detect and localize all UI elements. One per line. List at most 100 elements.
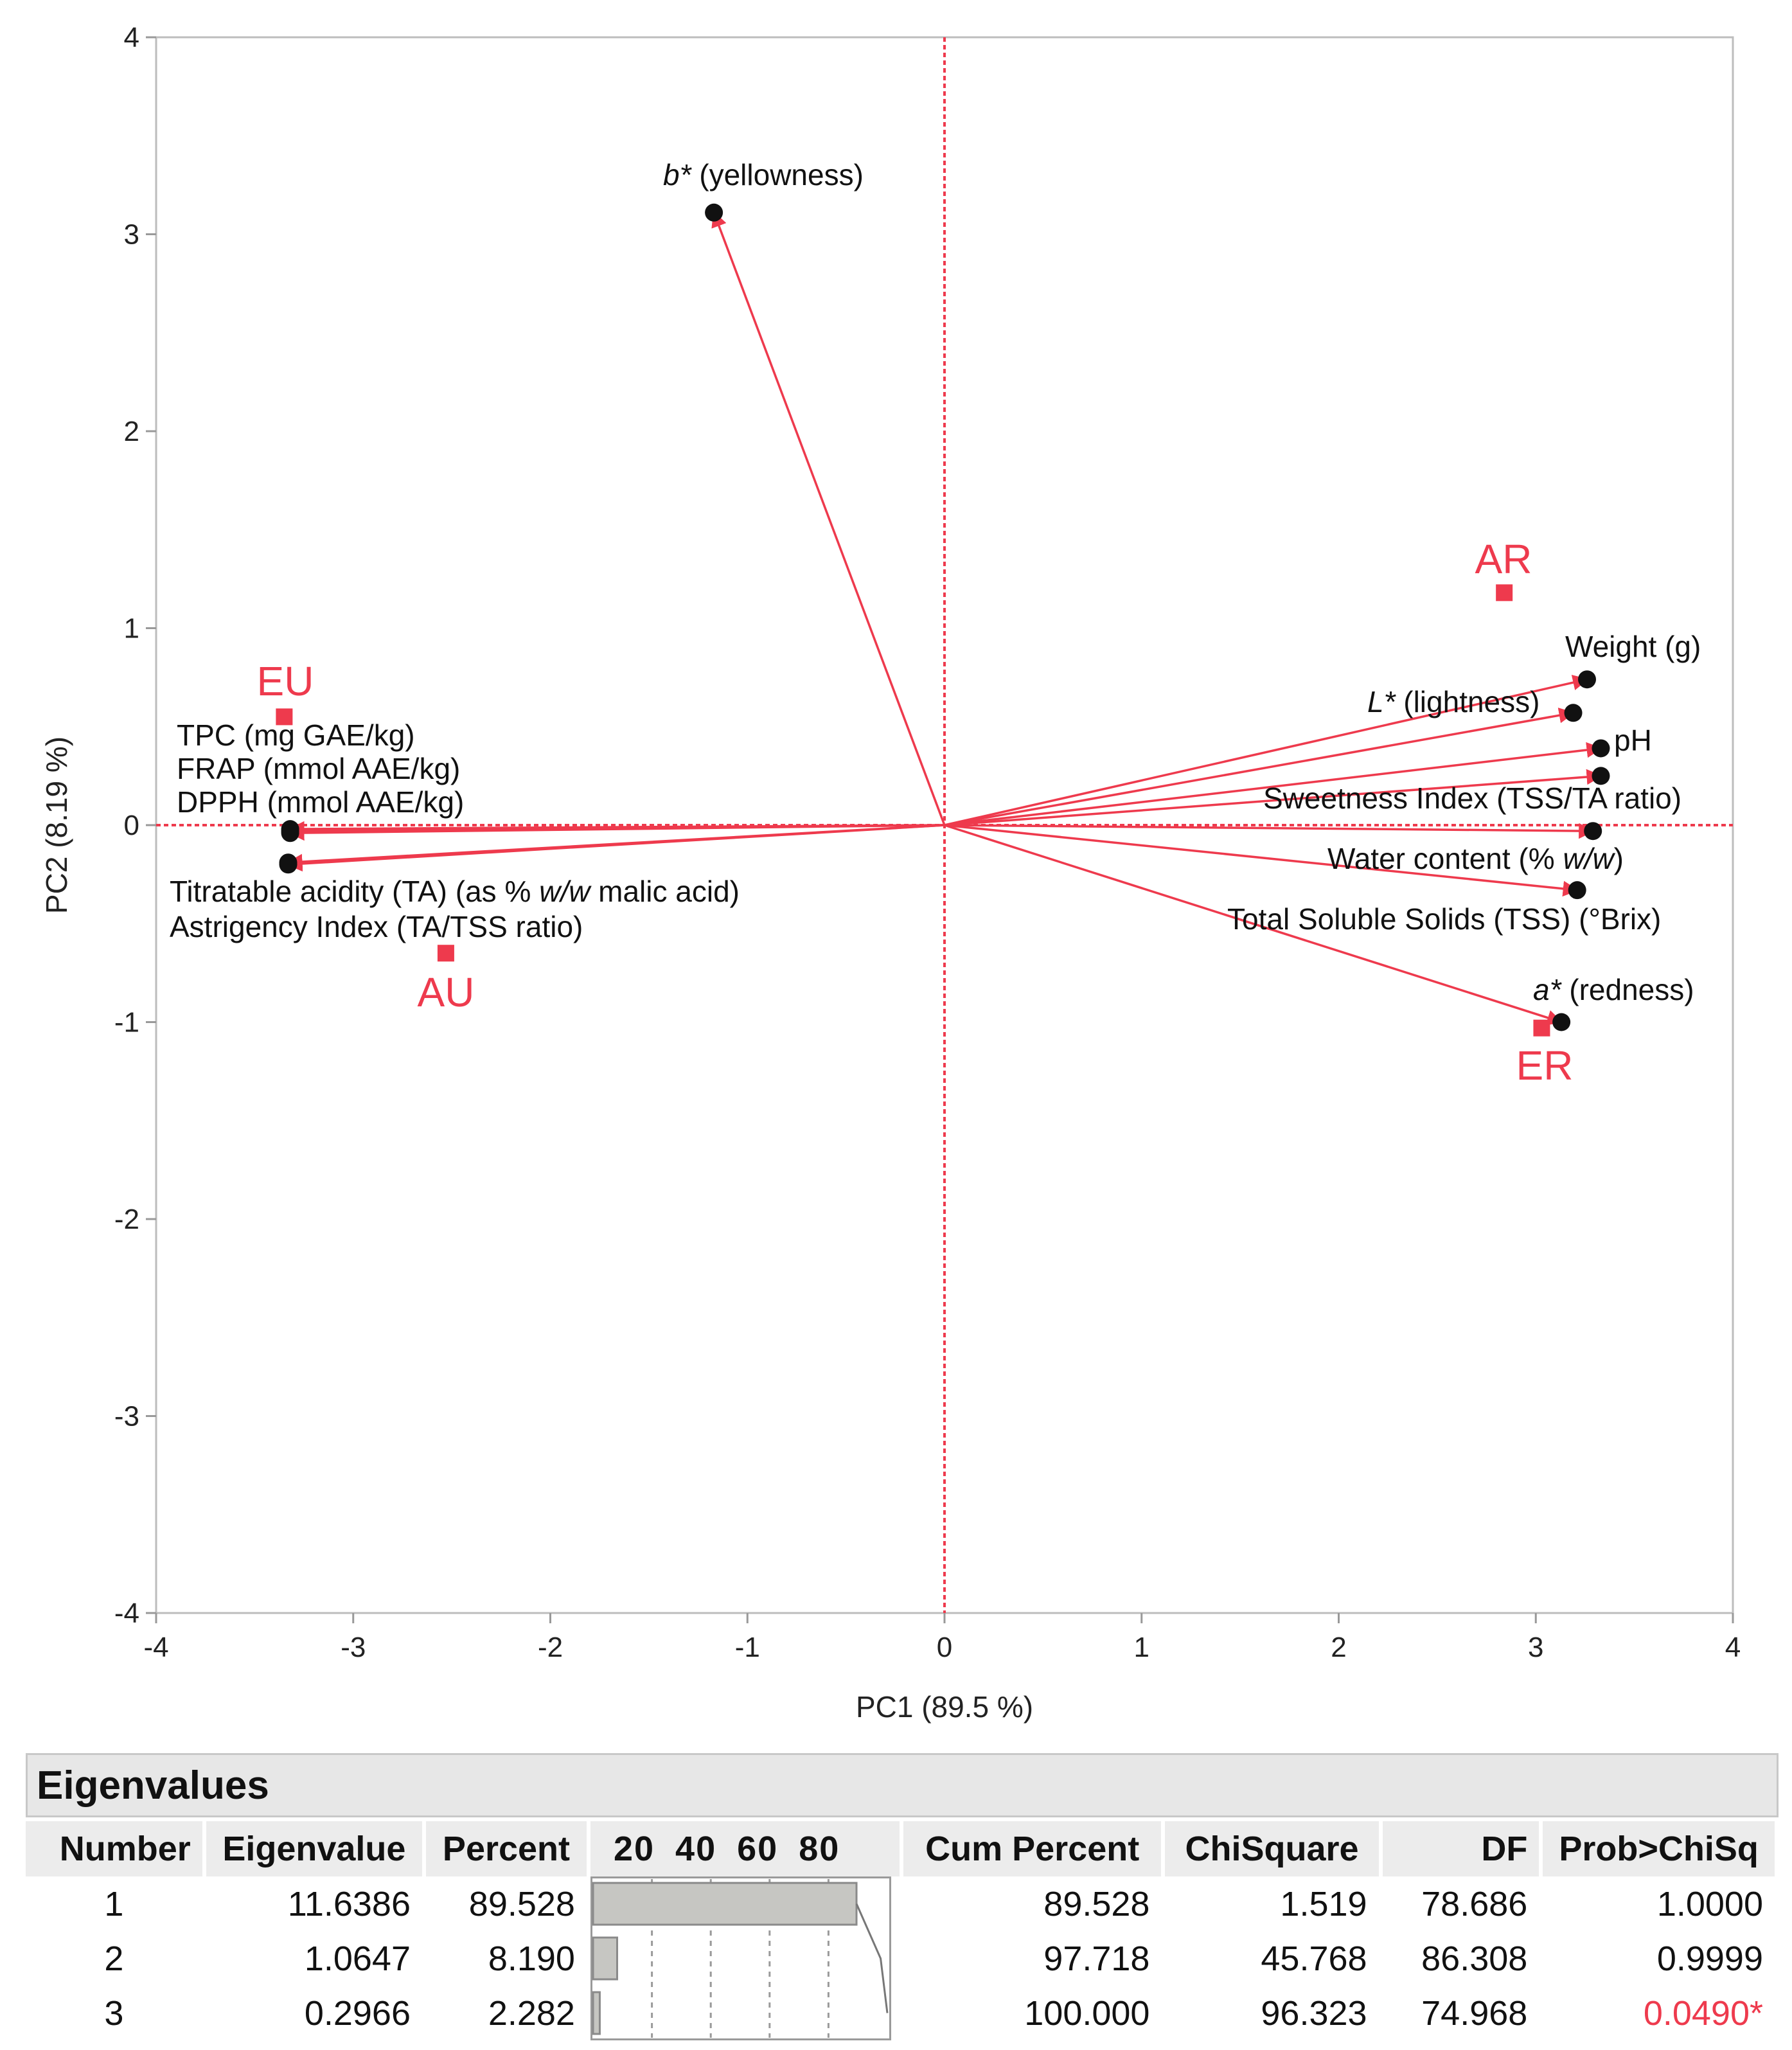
- x-tick-label: 4: [1725, 1632, 1741, 1663]
- cell-number: 3: [104, 1993, 124, 2033]
- percent-bar-chart-cell: [590, 1876, 900, 2040]
- y-tick-label: -3: [114, 1401, 139, 1432]
- bar-tick-20: 20: [613, 1830, 655, 1868]
- label-astrigency-index: Astrigency Index (TA/TSS ratio): [170, 910, 583, 943]
- obs-label-er: ER: [1516, 1042, 1574, 1089]
- y-tick-label: -2: [114, 1204, 139, 1235]
- cell-df: 86.308: [1421, 1939, 1528, 1978]
- cell-number: 2: [104, 1939, 124, 1978]
- loading-point: [279, 855, 297, 874]
- x-tick-label: -1: [735, 1632, 760, 1663]
- cell-chisquare: 96.323: [1261, 1993, 1367, 2033]
- label-l-lightness: L* (lightness): [1367, 685, 1539, 718]
- loading-arrow: [711, 211, 946, 826]
- loading-arrow: [944, 675, 1589, 826]
- bar-tick-40: 40: [675, 1830, 717, 1868]
- label-frap: FRAP (mmol AAE/kg): [177, 752, 460, 785]
- loading-arrow: [944, 769, 1602, 826]
- y-tick-label: 1: [124, 613, 139, 645]
- cell-df: 74.968: [1421, 1993, 1528, 2033]
- loading-arrow: [944, 824, 1579, 897]
- y-tick-label: 4: [124, 22, 139, 53]
- obs-label-au: AU: [418, 969, 475, 1015]
- label-dpph: DPPH (mmol AAE/kg): [177, 785, 464, 819]
- loading-arrow: [288, 824, 945, 841]
- loading-arrow: [944, 823, 1595, 839]
- loading-arrow: [287, 824, 945, 872]
- cum-percent-line: [855, 1903, 889, 2013]
- cell-cum-percent: 100.000: [1024, 1993, 1150, 2033]
- pca-biplot: -4 -3 -2 -1 0 1 2 3 4 -4 -3 -2 -1 0 1 2 3 4 TPC (mg GAE/k…: [40, 22, 1741, 1724]
- obs-label-eu: EU: [257, 658, 314, 704]
- cell-cum-percent: 89.528: [1043, 1884, 1150, 1923]
- observation-marker: [276, 708, 293, 726]
- label-a-redness: a* (redness): [1533, 973, 1694, 1006]
- label-b-yellowness: b* (yellowness): [663, 158, 864, 192]
- bar-tick-60: 60: [737, 1830, 779, 1868]
- bar-tick-80: 80: [799, 1830, 840, 1868]
- table-row: 3 0.2966 2.282 100.000 96.323 74.968 0.0…: [26, 1986, 1775, 2040]
- label-total-soluble-solids: Total Soluble Solids (TSS) (°Brix): [1227, 902, 1661, 936]
- cell-percent: 2.282: [488, 1993, 575, 2033]
- x-tick-label: -3: [341, 1632, 366, 1663]
- x-tick-label: 1: [1134, 1632, 1149, 1663]
- cell-prob: 0.9999: [1656, 1939, 1763, 1978]
- label-ph: pH: [1614, 724, 1652, 757]
- cell-prob: 1.0000: [1656, 1884, 1763, 1923]
- cell-eigenvalue: 1.0647: [304, 1939, 411, 1978]
- cell-prob: 0.0490*: [1643, 1993, 1763, 2033]
- loading-point: [1568, 881, 1586, 900]
- x-tick-label: -2: [538, 1632, 563, 1663]
- cell-eigenvalue: 0.2966: [304, 1993, 411, 2033]
- x-axis-title: PC1 (89.5 %): [856, 1690, 1033, 1724]
- cell-percent: 8.190: [488, 1939, 575, 1978]
- cell-eigenvalue: 11.6386: [287, 1884, 411, 1923]
- loading-point: [1592, 739, 1610, 758]
- y-axis-title: PC2 (8.19 %): [40, 736, 73, 914]
- cell-chisquare: 45.768: [1261, 1939, 1367, 1978]
- col-df[interactable]: DF: [1382, 1821, 1539, 1876]
- observation-marker: [437, 945, 454, 962]
- label-weight: Weight (g): [1565, 630, 1701, 663]
- y-tick-label: 0: [124, 810, 139, 841]
- table-row: 1 11.6386 89.528 89.528 1.519 78.686 1.0…: [26, 1876, 1775, 2040]
- col-percent[interactable]: Percent: [426, 1821, 587, 1876]
- y-tick-label: 3: [124, 219, 139, 251]
- loading-point: [1564, 704, 1583, 722]
- eigenvalues-panel: Eigenvalues Number Eigenvalue Percent 20…: [26, 1753, 1779, 2040]
- col-cum-percent[interactable]: Cum Percent: [903, 1821, 1162, 1876]
- loading-point: [1584, 822, 1602, 841]
- label-tpc: TPC (mg GAE/kg): [177, 718, 415, 752]
- loading-point: [1578, 670, 1597, 689]
- loading-point: [281, 824, 299, 842]
- x-tick-label: 2: [1331, 1632, 1346, 1663]
- label-titratable-acidity: Titratable acidity (TA) (as % w/w malic …: [170, 875, 740, 908]
- loading-point: [1552, 1013, 1571, 1031]
- percent-bar: [592, 1936, 618, 1981]
- eigenvalues-header-row: Number Eigenvalue Percent 20 40 60 80 Cum P…: [26, 1821, 1775, 1876]
- x-tick-label: 0: [937, 1632, 952, 1663]
- x-tick-label: -4: [143, 1632, 168, 1663]
- observation-marker: [1496, 584, 1513, 602]
- loading-arrow: [944, 708, 1575, 826]
- percent-bar: [592, 1991, 601, 2035]
- x-tick-label: 3: [1528, 1632, 1543, 1663]
- loading-point: [1592, 767, 1610, 785]
- col-prob-chisq[interactable]: Prob>ChiSq: [1543, 1821, 1775, 1876]
- eigenvalues-title[interactable]: Eigenvalues: [26, 1753, 1779, 1817]
- loading-arrow: [944, 742, 1602, 826]
- y-tick-label: -1: [114, 1007, 139, 1038]
- col-percent-bar: 20 40 60 80: [590, 1821, 900, 1876]
- col-chisquare[interactable]: ChiSquare: [1165, 1821, 1379, 1876]
- col-number[interactable]: Number: [26, 1821, 202, 1876]
- loading-point: [705, 203, 723, 222]
- eigenvalues-table: Number Eigenvalue Percent 20 40 60 80 Cum P…: [22, 1821, 1779, 2040]
- percent-bar-chart: [590, 1876, 891, 2040]
- cell-df: 78.686: [1421, 1884, 1528, 1923]
- observation-marker: [1533, 1019, 1550, 1037]
- cell-chisquare: 1.519: [1280, 1884, 1367, 1923]
- loading-arrow: [944, 824, 1563, 1026]
- label-water-content: Water content (% w/w): [1327, 842, 1624, 875]
- col-eigenvalue[interactable]: Eigenvalue: [206, 1821, 422, 1876]
- y-tick-label: 2: [124, 416, 139, 447]
